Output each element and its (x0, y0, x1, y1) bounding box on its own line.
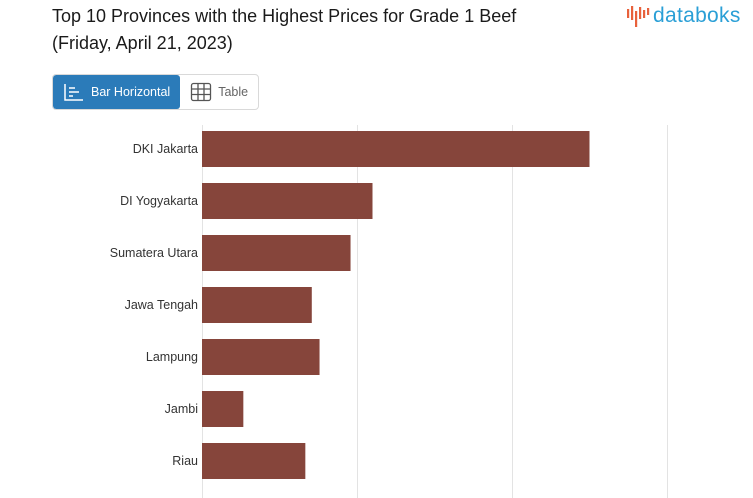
databoks-logo[interactable]: databoks (626, 4, 741, 28)
category-label: Jawa Tengah (125, 298, 198, 312)
logo-bars-icon (627, 6, 650, 27)
bar-chart: DKI Jakarta DI Yogyakarta Sumatera Utara Ja… (110, 125, 668, 498)
category-label: Jambi (165, 402, 198, 416)
table-icon (191, 82, 212, 102)
category-label: Riau (172, 454, 198, 468)
bar-lampung[interactable] (202, 339, 320, 375)
bar-dki-jakarta[interactable] (202, 131, 590, 167)
tab-table[interactable]: Table (180, 75, 258, 109)
bar-jambi[interactable] (202, 391, 244, 427)
chart-title-line-2: (Friday, April 21, 2023) (52, 33, 233, 53)
bar-chart-icon (64, 84, 83, 101)
bar-di-yogyakarta[interactable] (202, 183, 373, 219)
category-label: Sumatera Utara (110, 246, 198, 260)
tab-bar-horizontal-label: Bar Horizontal (91, 85, 171, 99)
tab-table-label: Table (218, 85, 249, 99)
category-label: Lampung (146, 350, 198, 364)
category-label: DI Yogyakarta (120, 194, 198, 208)
bar-jawa-tengah[interactable] (202, 287, 312, 323)
view-tabs: Bar Horizontal Table (52, 74, 260, 110)
tab-bar-horizontal[interactable]: Bar Horizontal (53, 75, 181, 109)
category-label: DKI Jakarta (133, 142, 198, 156)
bar-sumatera-utara[interactable] (202, 235, 351, 271)
logo-text: databoks (653, 4, 741, 27)
chart-title: Top 10 Provinces with the Highest Prices… (52, 3, 592, 57)
chart-title-line-1: Top 10 Provinces with the Highest Prices… (52, 6, 517, 26)
bar-riau[interactable] (202, 443, 306, 479)
